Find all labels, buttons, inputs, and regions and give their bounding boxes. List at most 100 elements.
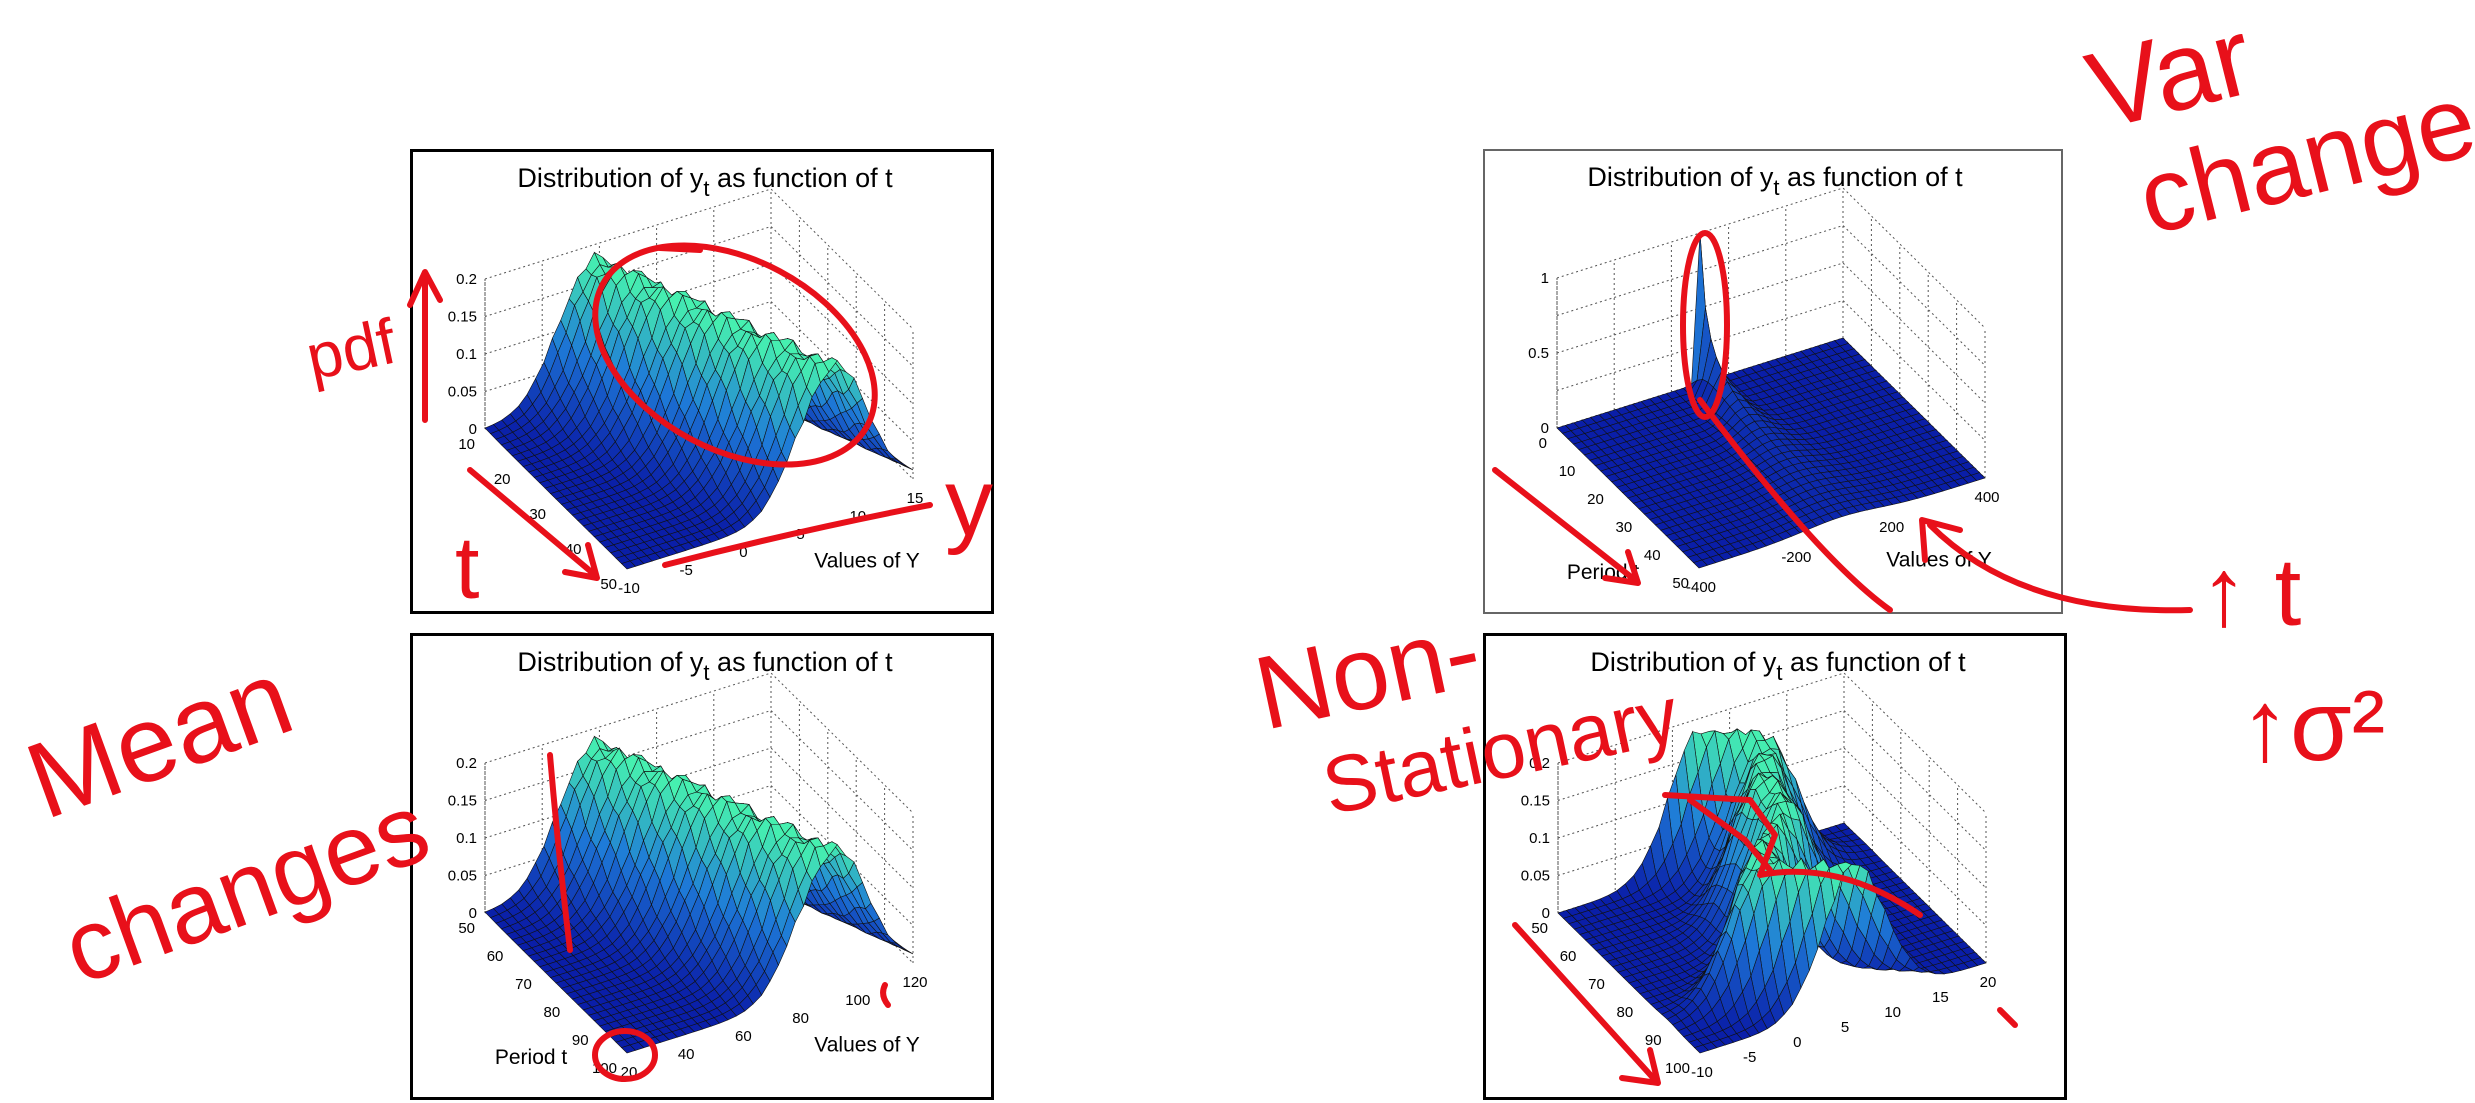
surface-cell	[620, 1044, 636, 1054]
chart-title: Distribution of yt as function of t	[517, 647, 893, 685]
surface-plot: Distribution of yt as function of t 0 0.05…	[1521, 647, 1997, 1081]
t-tick-label: 30	[1616, 519, 1633, 536]
t-tick-label: 90	[572, 1032, 589, 1049]
t-tick-label: 80	[1617, 1004, 1634, 1021]
t-tick-label: 40	[1644, 547, 1661, 564]
z-tick-label: 0	[469, 905, 477, 922]
chart-title-rest: as function of t	[710, 647, 894, 677]
t-tick-label: 20	[1587, 491, 1604, 508]
y-tick-label: 0	[1793, 1034, 1801, 1051]
z-tick-label: 1	[1541, 270, 1549, 287]
spike-circle	[1680, 230, 1730, 420]
t-tick-label: 0	[1539, 435, 1547, 452]
chart-title-subscript: t	[703, 176, 709, 201]
chart-title: Distribution of yt as function of t	[517, 163, 893, 201]
surface	[1557, 728, 1987, 1054]
t-tick-label: 60	[1560, 948, 1577, 965]
values-axis-label: Values of Y	[814, 1034, 919, 1057]
pdf-label: pdf	[300, 305, 402, 394]
chart-title-rest: as function of t	[1783, 647, 1967, 677]
y-tick-label: 80	[792, 1010, 809, 1027]
y-tick-label: -5	[680, 562, 693, 579]
chart-panel-top-left: Distribution of yt as function of t 0 0.05…	[410, 149, 994, 614]
z-tick-label: 0	[1542, 905, 1550, 922]
up-t-label: ↑ t	[2200, 539, 2301, 646]
t-tick-label: 50	[1531, 920, 1548, 937]
z-tick-label: 0.15	[448, 309, 477, 326]
y-tick-label: 400	[1974, 489, 1999, 506]
z-tick-label: 0.2	[1529, 755, 1550, 772]
chart-title-subscript: t	[1773, 175, 1779, 200]
y-tick-label: -10	[618, 580, 640, 597]
values-axis-label: Values of Y	[814, 550, 919, 573]
z-tick-label: 0.05	[1521, 868, 1550, 885]
t-tick-label: 70	[515, 976, 532, 993]
y-tick-label: 100	[845, 992, 870, 1009]
t-label: t	[455, 518, 479, 617]
t-tick-label: 90	[1645, 1032, 1662, 1049]
y-tick-label: 15	[1932, 989, 1949, 1006]
t-tick-label: 80	[544, 1004, 561, 1021]
chart-panel-bottom-right: Distribution of yt as function of t 0 0.05…	[1483, 633, 2067, 1100]
t-tick-label: 50	[600, 576, 617, 593]
ridge-circle	[592, 242, 878, 468]
y-tick-label: 200	[1879, 519, 1904, 536]
grid	[1556, 187, 1986, 479]
path-mark	[1662, 792, 1923, 918]
z-tick-label: 0.05	[448, 384, 477, 401]
t-tick-label: 10	[1559, 463, 1576, 480]
y-tick-label: 0	[739, 544, 747, 561]
chart-title: Distribution of yt as function of t	[1590, 647, 1966, 685]
chart-title-subscript: t	[703, 660, 709, 685]
annotation-texts: pdf t y Mean changes Var changes Non- St…	[11, 0, 2475, 1006]
sigma-sq-label: ↑σ²	[2240, 670, 2385, 782]
t-tick-label: 50	[1672, 575, 1689, 592]
chart-title: Distribution of yt as function of t	[1587, 162, 1963, 200]
y-label: y	[945, 449, 993, 556]
chart-title-rest: as function of t	[1780, 162, 1964, 192]
surface-cell	[620, 560, 636, 570]
chart-title-rest: as function of t	[710, 163, 894, 193]
chart-title-main: Distribution of y	[1587, 162, 1774, 192]
mean-mark	[547, 752, 573, 953]
period-100-circle	[592, 1028, 658, 1082]
chart-title-main: Distribution of y	[517, 163, 704, 193]
y-tick-label: -10	[1691, 1064, 1713, 1081]
surface-cell	[1692, 559, 1708, 569]
mean-label: Mean	[11, 636, 306, 842]
z-tick-label: 0	[469, 421, 477, 438]
y-arrow	[662, 502, 933, 568]
z-tick-label: 0.2	[456, 271, 477, 288]
y-tick-label: -200	[1781, 549, 1811, 566]
period-axis-label: Period t	[495, 1046, 568, 1069]
surface-cell	[1693, 1044, 1709, 1054]
y-tick-label: 15	[907, 490, 924, 507]
y-tick-label: 40	[678, 1046, 695, 1063]
t-tick-label: 70	[1588, 976, 1605, 993]
y-tick-label: -5	[1743, 1049, 1756, 1066]
t-tick-label: 20	[494, 471, 511, 488]
z-tick-label: 0.15	[1521, 793, 1550, 810]
chart-title-subscript: t	[1776, 660, 1782, 685]
chart-title-main: Distribution of y	[517, 647, 704, 677]
z-tick-label: 0.5	[1528, 345, 1549, 362]
z-tick-label: 0.15	[448, 793, 477, 810]
t-tick-label: 10	[458, 436, 475, 453]
y-tick-label: 5	[1841, 1019, 1849, 1036]
t-tick-label: 50	[458, 920, 475, 937]
t-arrow	[467, 467, 600, 581]
var-arrow	[1919, 517, 2193, 614]
surface-plot: Distribution of yt as function of t 0 0.05…	[448, 163, 924, 597]
t-tick-label: 60	[487, 948, 504, 965]
t-tick-label: 30	[529, 506, 546, 523]
y-tick-label: 20	[1980, 974, 1997, 991]
chart-panel-bottom-left: Distribution of yt as function of t 0 0.05…	[410, 633, 994, 1100]
y-tick-label: 60	[735, 1028, 752, 1045]
z-tick-label: 0.1	[456, 830, 477, 847]
pdf-arrow	[407, 269, 443, 423]
z-tick-label: 0	[1541, 420, 1549, 437]
y-tick-label: 120	[902, 974, 927, 991]
